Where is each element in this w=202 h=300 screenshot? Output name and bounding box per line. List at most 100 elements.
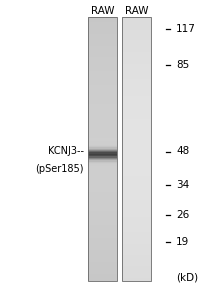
Bar (121, 19, 150, 20)
Bar (121, 262, 150, 263)
Bar (88, 118, 116, 119)
Bar (88, 220, 116, 221)
Bar (88, 27, 116, 28)
Bar (121, 112, 150, 113)
Bar (121, 28, 150, 30)
Bar (121, 202, 150, 204)
Bar (121, 196, 150, 197)
Bar (121, 89, 150, 90)
Bar (121, 220, 150, 221)
Bar (88, 136, 116, 138)
Bar (121, 200, 150, 201)
Bar (88, 123, 116, 125)
Bar (121, 39, 150, 40)
Bar (88, 138, 116, 139)
Bar (121, 139, 150, 141)
Bar (121, 46, 150, 47)
Bar (88, 143, 116, 145)
Bar (121, 261, 150, 262)
Bar (121, 226, 150, 228)
Bar (121, 50, 150, 51)
Bar (121, 270, 150, 271)
Bar (121, 53, 150, 55)
Bar (88, 158, 116, 159)
Bar (88, 160, 116, 162)
Bar (121, 102, 150, 104)
Bar (88, 179, 116, 180)
Bar (88, 182, 116, 183)
Bar (121, 109, 150, 110)
Bar (88, 100, 116, 101)
Bar (121, 110, 150, 112)
Bar (121, 152, 150, 154)
Bar (121, 240, 150, 241)
Bar (88, 142, 116, 143)
Bar (121, 273, 150, 274)
Bar (121, 106, 150, 108)
Bar (121, 271, 150, 273)
Bar (121, 188, 150, 189)
Bar (121, 234, 150, 236)
Bar (88, 85, 116, 86)
Bar (121, 222, 150, 224)
Bar (88, 34, 116, 35)
Bar (121, 154, 150, 155)
Bar (121, 254, 150, 255)
Bar (121, 155, 150, 156)
Bar (88, 150, 116, 151)
Bar (121, 275, 150, 277)
Bar (88, 244, 116, 245)
Bar (88, 250, 116, 251)
Bar (88, 133, 116, 134)
Bar (88, 76, 116, 77)
Bar (121, 122, 150, 123)
Bar (121, 79, 150, 80)
Bar (88, 97, 116, 98)
Bar (121, 18, 150, 19)
Bar (121, 133, 150, 134)
Bar (121, 250, 150, 251)
Bar (88, 214, 116, 216)
Bar (88, 116, 116, 117)
Bar (121, 148, 150, 150)
Bar (88, 236, 116, 237)
Bar (88, 19, 116, 20)
Bar (121, 268, 150, 270)
Bar (121, 118, 150, 119)
Bar (121, 249, 150, 250)
Bar (121, 105, 150, 106)
Bar (88, 249, 116, 250)
Bar (121, 265, 150, 266)
Bar (121, 205, 150, 207)
Bar (88, 43, 116, 44)
Bar (121, 179, 150, 180)
Bar (88, 194, 116, 195)
Bar (88, 106, 116, 108)
Bar (121, 27, 150, 28)
Bar (88, 24, 116, 26)
Bar (88, 148, 116, 150)
Bar (88, 164, 116, 166)
Bar (121, 176, 150, 178)
Bar (121, 159, 150, 160)
Bar (121, 248, 150, 249)
Bar (121, 82, 150, 84)
Bar (88, 65, 116, 67)
Bar (88, 93, 116, 94)
Bar (121, 16, 150, 280)
Bar (121, 76, 150, 77)
Bar (121, 86, 150, 88)
Bar (121, 192, 150, 194)
Bar (121, 59, 150, 60)
Bar (121, 55, 150, 56)
Bar (88, 255, 116, 257)
Bar (88, 196, 116, 197)
Bar (88, 275, 116, 277)
Bar (88, 278, 116, 279)
Bar (88, 167, 116, 168)
Bar (121, 117, 150, 118)
Bar (88, 178, 116, 179)
Bar (88, 176, 116, 178)
Bar (121, 182, 150, 183)
Bar (88, 101, 116, 102)
